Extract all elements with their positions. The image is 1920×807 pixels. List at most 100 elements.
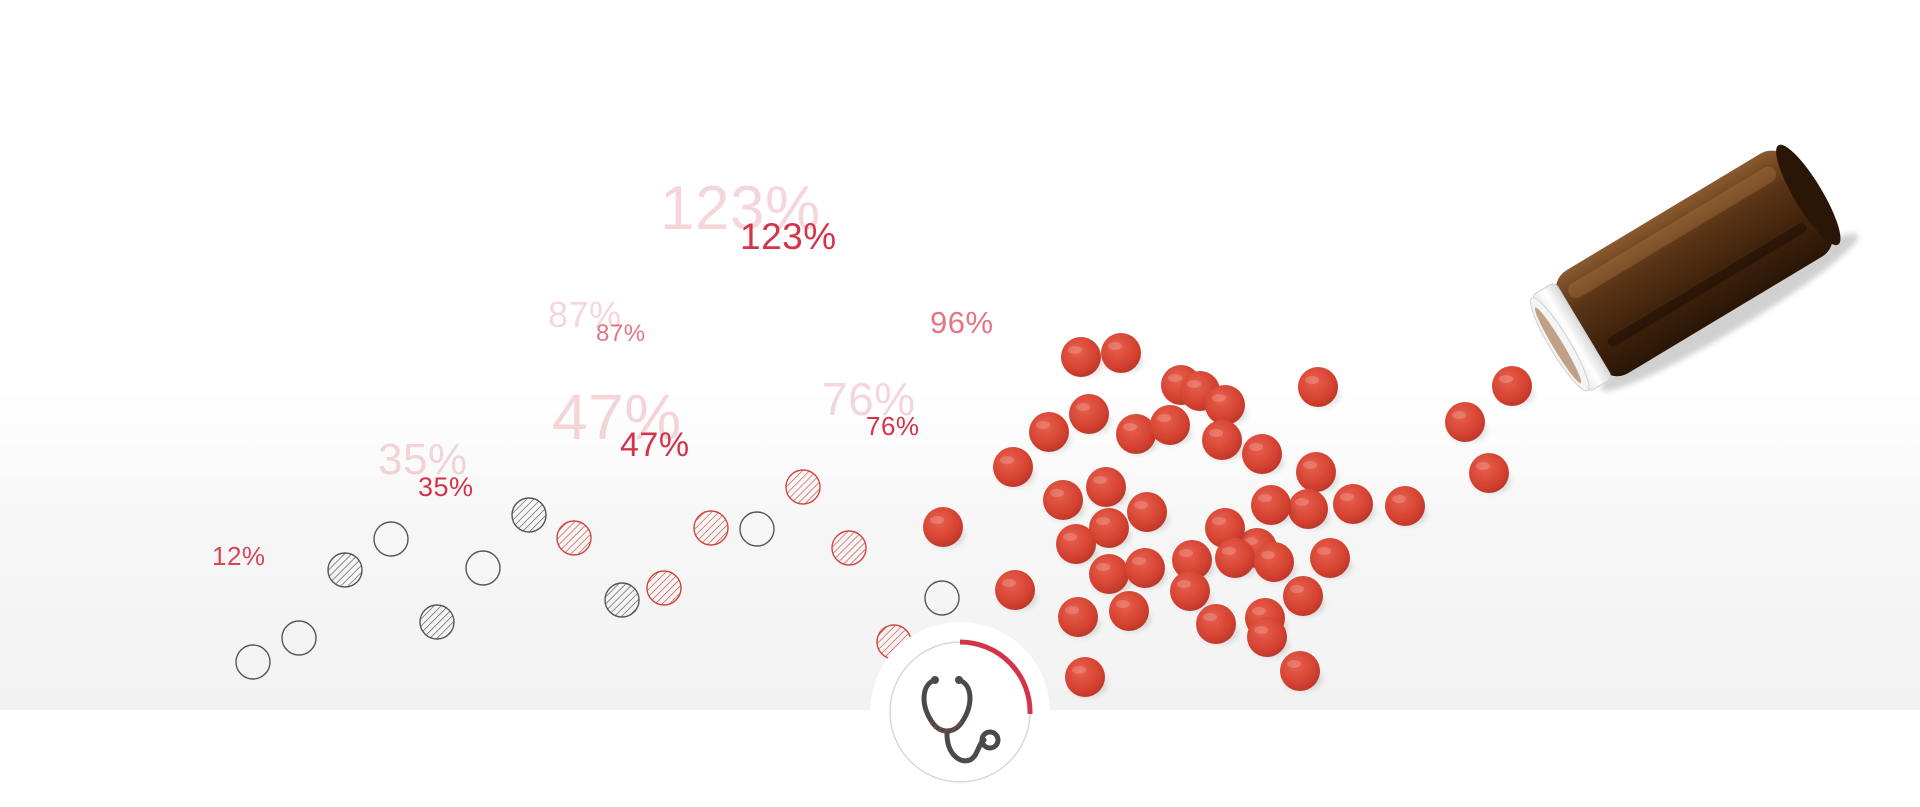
pill-highlight (1209, 429, 1223, 437)
percent-label-87: 87% (596, 320, 646, 347)
percent-label-76: 76% (866, 411, 920, 441)
dot-marker (327, 552, 363, 588)
pills-cluster (923, 333, 1534, 697)
pill (1251, 485, 1291, 525)
pill-highlight (1036, 421, 1050, 429)
dot-markers (235, 469, 960, 680)
pill (1215, 538, 1255, 578)
pill-highlight (1258, 494, 1272, 502)
pill-highlight (1452, 411, 1466, 419)
pill-highlight (1392, 495, 1406, 503)
pill (1333, 484, 1373, 524)
pill (1127, 492, 1167, 532)
pill-highlight (1096, 517, 1110, 525)
pill (1242, 434, 1282, 474)
pill (923, 507, 963, 547)
dot-marker (556, 520, 592, 556)
pill (1116, 414, 1156, 454)
pill-highlight (1287, 660, 1301, 668)
pill (1089, 508, 1129, 548)
pill (1205, 385, 1245, 425)
dot-marker (604, 582, 640, 618)
percent-label-12: 12% (212, 541, 266, 571)
pill (1065, 657, 1105, 697)
pill (1109, 591, 1149, 631)
dot-marker (281, 620, 317, 656)
pill-highlight (1116, 600, 1130, 608)
percent-label-96: 96% (930, 305, 994, 340)
pill (1196, 604, 1236, 644)
pill (1445, 402, 1485, 442)
pill (1125, 548, 1165, 588)
pills-illustration (235, 144, 1859, 697)
dot-marker (235, 644, 271, 680)
pill-highlight (1249, 443, 1263, 451)
ghost-percent-123: 123% (660, 174, 821, 243)
pill-highlight (1132, 557, 1146, 565)
pill-highlight (1002, 579, 1016, 587)
pill-highlight (1476, 462, 1490, 470)
percent-label-123: 123% (740, 216, 837, 257)
pill-highlight (1177, 580, 1191, 588)
pill (1089, 554, 1129, 594)
pill-highlight (1499, 375, 1513, 383)
pill-highlight (1261, 551, 1275, 559)
pill (1056, 524, 1096, 564)
pill (993, 447, 1033, 487)
dot-marker (693, 510, 729, 546)
pill-highlight (1065, 606, 1079, 614)
dot-marker (373, 521, 409, 557)
percent-label-35: 35% (418, 472, 474, 502)
pill-highlight (1212, 517, 1226, 525)
pill (1254, 542, 1294, 582)
pill-highlight (1340, 493, 1354, 501)
dot-marker (465, 550, 501, 586)
ghost-percent-76: 76% (822, 373, 916, 425)
pill-highlight (1072, 666, 1086, 674)
dot-marker (419, 604, 455, 640)
dot-marker (785, 469, 821, 505)
pill-highlight (1000, 456, 1014, 464)
pill (1043, 480, 1083, 520)
pill-bottle (1530, 144, 1859, 392)
dot-marker (646, 570, 682, 606)
dot-marker (511, 497, 547, 533)
dot-marker (831, 530, 867, 566)
pill-highlight (1179, 549, 1193, 557)
pill (1298, 367, 1338, 407)
pill-highlight (1290, 585, 1304, 593)
pill-highlight (1108, 342, 1122, 350)
pill-highlight (1157, 414, 1171, 422)
pill-highlight (1134, 501, 1148, 509)
pill-highlight (1295, 498, 1309, 506)
pill (1296, 452, 1336, 492)
pill-highlight (1254, 626, 1268, 634)
pill-highlight (1168, 374, 1182, 382)
pill (1310, 538, 1350, 578)
pill (1385, 486, 1425, 526)
pill (1058, 597, 1098, 637)
pill-highlight (1068, 346, 1082, 354)
pill-highlight (1096, 563, 1110, 571)
stethoscope-badge[interactable] (870, 622, 1050, 802)
pill (995, 570, 1035, 610)
pill (1170, 571, 1210, 611)
pill (1061, 337, 1101, 377)
pill (1150, 405, 1190, 445)
stethoscope-icon (921, 677, 1001, 764)
pill-highlight (930, 516, 944, 524)
pill (1172, 540, 1212, 580)
dot-marker (739, 511, 775, 547)
pill-highlight (1123, 423, 1137, 431)
pill-highlight (1252, 607, 1266, 615)
pill-highlight (1187, 380, 1201, 388)
pill-highlight (1317, 547, 1331, 555)
pill (1247, 617, 1287, 657)
pill (1086, 467, 1126, 507)
dot-marker (924, 580, 960, 616)
pill-highlight (1063, 533, 1077, 541)
pill (1280, 651, 1320, 691)
pill (1469, 453, 1509, 493)
pill-highlight (1076, 403, 1090, 411)
pill (1492, 366, 1532, 406)
